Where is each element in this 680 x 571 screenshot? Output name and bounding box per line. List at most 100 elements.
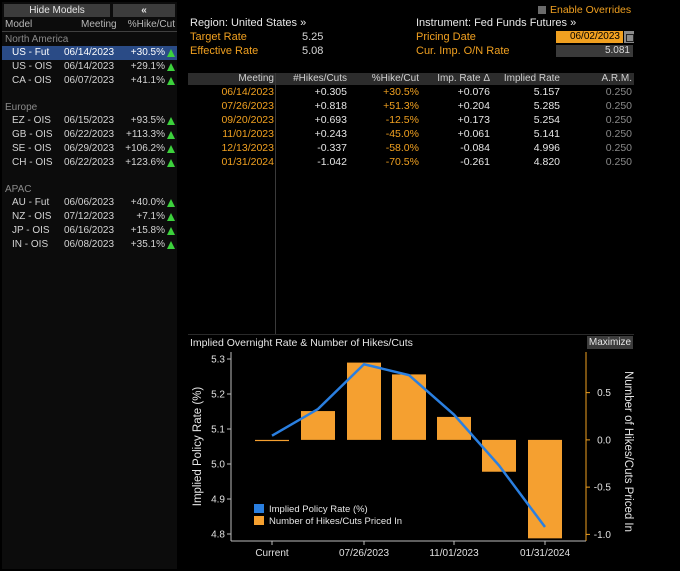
model-hike-cut: +106.2%	[125, 143, 165, 154]
cell-arm: 0.250	[605, 86, 632, 98]
enable-overrides-label[interactable]: Enable Overrides	[550, 4, 632, 16]
th-implied-rate[interactable]: Implied Rate	[503, 73, 560, 84]
enable-overrides-checkbox[interactable]	[538, 6, 546, 14]
up-triangle-icon	[167, 117, 175, 125]
y-tick-label: 5.0	[211, 460, 225, 471]
model-meeting: 06/16/2023	[64, 225, 115, 236]
pricing-date-field[interactable]: 06/02/2023	[556, 31, 623, 43]
model-hike-cut: +113.3%	[125, 129, 165, 140]
cell-meeting: 01/31/2024	[221, 156, 274, 168]
cell-arm: 0.250	[605, 142, 632, 154]
up-triangle-icon	[167, 63, 175, 71]
model-meeting: 06/08/2023	[64, 239, 115, 250]
up-triangle-icon	[167, 199, 175, 207]
model-hike-cut: +7.1%	[136, 211, 165, 222]
cell-pct-hike-cut: -12.5%	[385, 114, 419, 126]
table-row[interactable]: 09/20/2023 +0.693 -12.5% +0.173 5.254 0.250	[188, 114, 634, 127]
table-divider	[275, 73, 276, 335]
model-row[interactable]: CA - OIS 06/07/2023 +41.1%	[2, 74, 177, 88]
cell-implied-rate: 5.285	[533, 100, 560, 112]
model-panel: Hide Models « Model Meeting %Hike/Cut No…	[2, 2, 177, 569]
column-header-meeting[interactable]: Meeting	[81, 19, 117, 30]
table-row[interactable]: 07/26/2023 +0.818 +51.3% +0.204 5.285 0.250	[188, 100, 634, 113]
cell-imp-rate-delta: -0.084	[460, 142, 490, 154]
model-hike-cut: +40.0%	[130, 197, 165, 208]
cell-arm: 0.250	[605, 128, 632, 140]
x-tick-label: 01/31/2024	[520, 548, 570, 559]
model-row[interactable]: JP - OIS 06/16/2023 +15.8%	[2, 224, 177, 238]
y-tick-label: 5.3	[211, 355, 225, 366]
model-row[interactable]: GB - OIS 06/22/2023 +113.3%	[2, 128, 177, 142]
table-row[interactable]: 12/13/2023 -0.337 -58.0% -0.084 4.996 0.250	[188, 142, 634, 155]
up-triangle-icon	[167, 49, 175, 57]
table-bottom-rule	[188, 334, 634, 335]
model-name: US - Fut	[12, 47, 50, 58]
meeting-table-header: Meeting #Hikes/Cuts %Hike/Cut Imp. Rate …	[188, 73, 634, 85]
model-row[interactable]: EZ - OIS 06/15/2023 +93.5%	[2, 114, 177, 128]
column-header-model[interactable]: Model	[5, 19, 33, 30]
model-row[interactable]: NZ - OIS 07/12/2023 +7.1%	[2, 210, 177, 224]
model-name: IN - OIS	[12, 239, 49, 250]
cell-arm: 0.250	[605, 156, 632, 168]
calendar-icon[interactable]	[624, 31, 634, 43]
x-tick-label: Current	[255, 548, 289, 559]
header-divider	[2, 31, 177, 32]
model-hike-cut: +35.1%	[130, 239, 165, 250]
y2-tick-label: -1.0	[594, 530, 612, 541]
x-tick-label: 11/01/2023	[429, 548, 479, 559]
model-row[interactable]: IN - OIS 06/08/2023 +35.1%	[2, 238, 177, 252]
y-tick-label: 5.2	[211, 390, 225, 401]
table-row[interactable]: 11/01/2023 +0.243 -45.0% +0.061 5.141 0.250	[188, 128, 634, 141]
cell-meeting: 07/26/2023	[221, 100, 274, 112]
table-row[interactable]: 06/14/2023 +0.305 +30.5% +0.076 5.157 0.250	[188, 86, 634, 99]
cur-imp-rate-label: Cur. Imp. O/N Rate	[416, 45, 510, 57]
th-pct-hike-cut[interactable]: %Hike/Cut	[371, 73, 419, 84]
th-arm[interactable]: A.R.M.	[601, 73, 632, 84]
th-meeting[interactable]: Meeting	[238, 73, 274, 84]
effective-rate-value: 5.08	[302, 45, 324, 57]
y-tick-label: 4.9	[211, 495, 225, 506]
cell-hikes-cuts: +0.305	[314, 86, 347, 98]
column-header-hike-cut[interactable]: %Hike/Cut	[127, 19, 175, 30]
cell-implied-rate: 5.254	[533, 114, 560, 126]
instrument-selector[interactable]: Instrument: Fed Funds Futures »	[416, 17, 577, 29]
cell-imp-rate-delta: +0.173	[457, 114, 490, 126]
collapse-panel-button[interactable]: «	[113, 4, 175, 17]
model-row[interactable]: AU - Fut 06/06/2023 +40.0%	[2, 196, 177, 210]
cell-hikes-cuts: +0.818	[314, 100, 347, 112]
region-selector[interactable]: Region: United States »	[190, 17, 307, 29]
cell-implied-rate: 4.996	[533, 142, 560, 154]
cell-meeting: 06/14/2023	[221, 86, 274, 98]
model-name: SE - OIS	[12, 143, 52, 154]
y-axis-title: Implied Policy Rate (%)	[192, 387, 204, 507]
model-meeting: 06/14/2023	[64, 61, 115, 72]
model-meeting: 06/14/2023	[64, 47, 115, 58]
model-meeting: 06/29/2023	[64, 143, 115, 154]
model-name: CA - OIS	[12, 75, 52, 86]
model-row[interactable]: CH - OIS 06/22/2023 +123.6%	[2, 156, 177, 170]
pricing-date-label: Pricing Date	[416, 31, 476, 43]
up-triangle-icon	[167, 227, 175, 235]
up-triangle-icon	[167, 241, 175, 249]
up-triangle-icon	[167, 77, 175, 85]
model-row[interactable]: US - Fut 06/14/2023 +30.5%	[2, 46, 177, 60]
cell-imp-rate-delta: +0.061	[457, 128, 490, 140]
cell-arm: 0.250	[605, 114, 632, 126]
model-hike-cut: +123.6%	[125, 157, 165, 168]
hikes-cuts-bar	[528, 439, 562, 539]
table-row[interactable]: 01/31/2024 -1.042 -70.5% -0.261 4.820 0.250	[188, 156, 634, 169]
cell-hikes-cuts: -1.042	[317, 156, 347, 168]
legend-label-bars: Number of Hikes/Cuts Priced In	[269, 516, 402, 527]
th-imp-rate-delta[interactable]: Imp. Rate Δ	[437, 73, 490, 84]
y-tick-label: 4.8	[211, 530, 225, 541]
maximize-button[interactable]: Maximize	[587, 336, 633, 349]
model-row[interactable]: SE - OIS 06/29/2023 +106.2%	[2, 142, 177, 156]
cell-pct-hike-cut: -70.5%	[385, 156, 419, 168]
cell-imp-rate-delta: -0.261	[460, 156, 490, 168]
cell-pct-hike-cut: -58.0%	[385, 142, 419, 154]
hide-models-button[interactable]: Hide Models	[4, 4, 110, 17]
th-hikes-cuts[interactable]: #Hikes/Cuts	[293, 73, 347, 84]
model-row[interactable]: US - OIS 06/14/2023 +29.1%	[2, 60, 177, 74]
target-rate-label: Target Rate	[190, 31, 247, 43]
